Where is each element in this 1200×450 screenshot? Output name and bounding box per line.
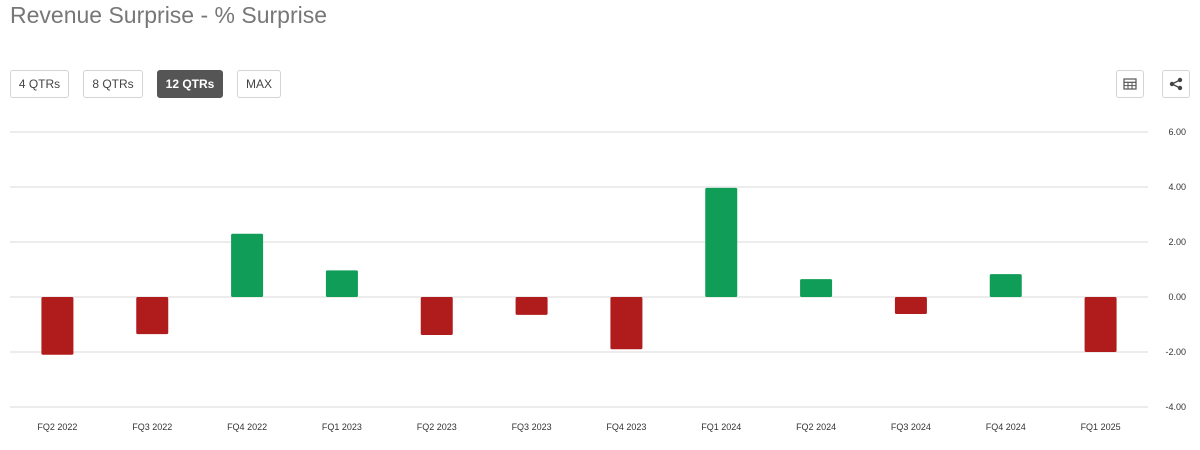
- bar-fq2-2023[interactable]: [420, 297, 453, 335]
- bar-fq4-2022[interactable]: [231, 233, 264, 297]
- share-button[interactable]: [1162, 70, 1190, 98]
- bar-fq4-2023[interactable]: [610, 297, 643, 350]
- range-8-qtrs-button[interactable]: 8 QTRs: [83, 70, 143, 98]
- x-tick-label: FQ3 2024: [891, 422, 931, 432]
- share-icon: [1169, 77, 1183, 91]
- bar-fq4-2024[interactable]: [989, 274, 1022, 297]
- x-tick-label: FQ2 2024: [796, 422, 836, 432]
- bar-fq2-2024[interactable]: [800, 279, 833, 297]
- y-tick-label: -4.00: [1165, 402, 1186, 412]
- y-axis: 6.00 4.00 2.00 0.00 -2.00 -4.00: [1165, 127, 1186, 412]
- x-tick-label: FQ1 2025: [1081, 422, 1121, 432]
- bar-fq3-2023[interactable]: [515, 297, 548, 315]
- bar-fq3-2024[interactable]: [894, 297, 927, 315]
- bar-fq1-2023[interactable]: [325, 270, 358, 297]
- bar-fq2-2022[interactable]: [41, 297, 74, 355]
- x-tick-label: FQ2 2022: [37, 422, 77, 432]
- y-tick-label: -2.00: [1165, 347, 1186, 357]
- bars: [41, 187, 1117, 355]
- range-max-button[interactable]: MAX: [237, 70, 281, 98]
- bar-fq3-2022[interactable]: [136, 297, 169, 335]
- x-tick-label: FQ4 2024: [986, 422, 1026, 432]
- x-tick-label: FQ3 2023: [512, 422, 552, 432]
- x-tick-label: FQ4 2022: [227, 422, 267, 432]
- y-tick-label: 0.00: [1168, 292, 1186, 302]
- page-title: Revenue Surprise - % Surprise: [10, 2, 328, 28]
- y-tick-label: 4.00: [1168, 182, 1186, 192]
- table-view-button[interactable]: [1116, 70, 1144, 98]
- gridlines: [10, 131, 1148, 408]
- table-icon: [1123, 78, 1137, 90]
- x-tick-label: FQ1 2023: [322, 422, 362, 432]
- y-tick-label: 2.00: [1168, 237, 1186, 247]
- range-4-qtrs-button[interactable]: 4 QTRs: [10, 70, 69, 98]
- bar-fq1-2025[interactable]: [1084, 297, 1117, 352]
- range-12-qtrs-button[interactable]: 12 QTRs: [157, 70, 223, 98]
- y-tick-label: 6.00: [1168, 127, 1186, 137]
- bar-fq1-2024[interactable]: [705, 187, 738, 297]
- x-axis: FQ2 2022 FQ3 2022 FQ4 2022 FQ1 2023 FQ2 2023…: [37, 422, 1120, 432]
- x-tick-label: FQ4 2023: [606, 422, 646, 432]
- x-tick-label: FQ1 2024: [701, 422, 741, 432]
- x-tick-label: FQ3 2022: [132, 422, 172, 432]
- x-tick-label: FQ2 2023: [417, 422, 457, 432]
